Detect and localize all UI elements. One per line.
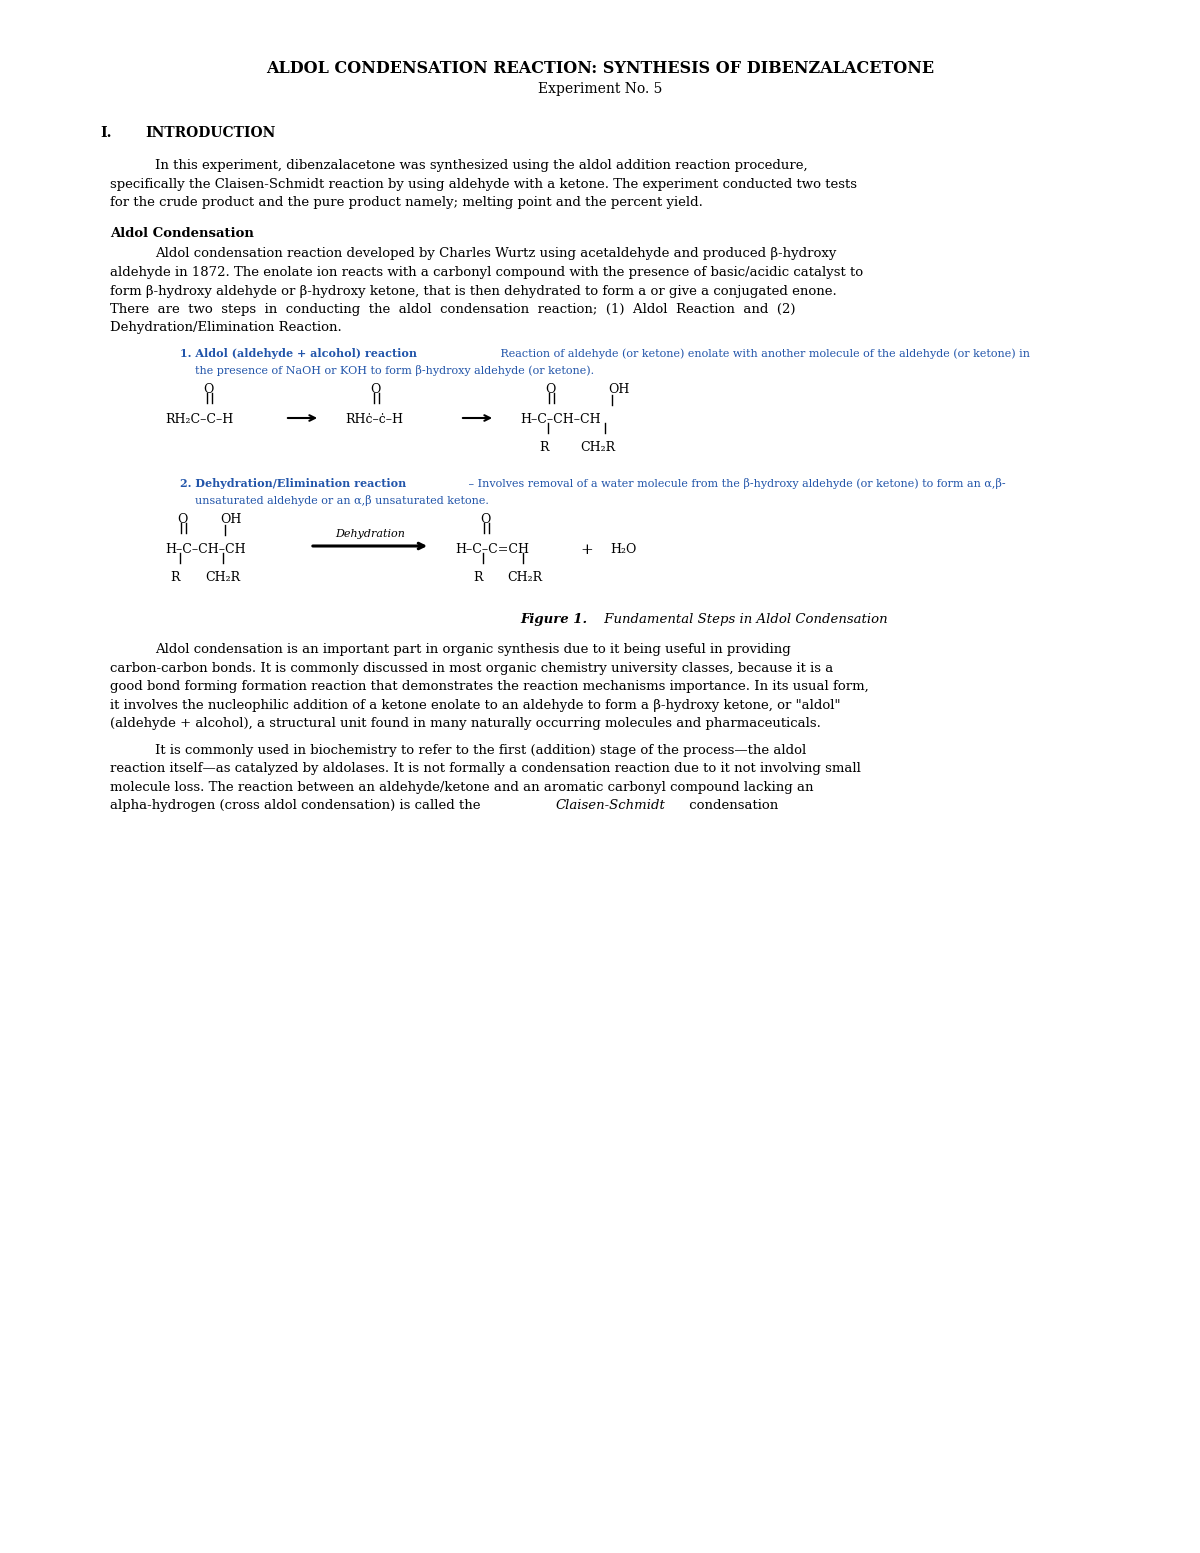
Text: It is commonly used in biochemistry to refer to the first (addition) stage of th: It is commonly used in biochemistry to r… — [155, 744, 806, 756]
Text: O: O — [370, 384, 380, 396]
Text: unsaturated aldehyde or an α,β unsaturated ketone.: unsaturated aldehyde or an α,β unsaturat… — [194, 495, 488, 506]
Text: good bond forming formation reaction that demonstrates the reaction mechanisms i: good bond forming formation reaction tha… — [110, 680, 869, 694]
Text: CH₂R: CH₂R — [508, 572, 542, 584]
Text: ALDOL CONDENSATION REACTION: SYNTHESIS OF DIBENZALACETONE: ALDOL CONDENSATION REACTION: SYNTHESIS O… — [266, 61, 934, 78]
Text: In this experiment, dibenzalacetone was synthesized using the aldol addition rea: In this experiment, dibenzalacetone was … — [155, 160, 808, 172]
Text: R: R — [473, 572, 482, 584]
Text: alpha-hydrogen (cross aldol condensation) is called the: alpha-hydrogen (cross aldol condensation… — [110, 800, 485, 812]
Text: H–C–CH–CH: H–C–CH–CH — [520, 413, 601, 426]
Text: R: R — [539, 441, 548, 453]
Text: 2. Dehydration/Elimination reaction: 2. Dehydration/Elimination reaction — [180, 478, 407, 489]
Text: Fundamental Steps in Aldol Condensation: Fundamental Steps in Aldol Condensation — [600, 613, 888, 626]
Text: (aldehyde + alcohol), a structural unit found in many naturally occurring molecu: (aldehyde + alcohol), a structural unit … — [110, 717, 821, 730]
Text: R: R — [170, 572, 180, 584]
Text: molecule loss. The reaction between an aldehyde/ketone and an aromatic carbonyl : molecule loss. The reaction between an a… — [110, 781, 814, 794]
Text: O: O — [178, 512, 187, 526]
Text: RH₂C–C–H: RH₂C–C–H — [166, 413, 233, 426]
Text: Aldol condensation reaction developed by Charles Wurtz using acetaldehyde and pr: Aldol condensation reaction developed by… — [155, 247, 836, 261]
Text: There  are  two  steps  in  conducting  the  aldol  condensation  reaction;  (1): There are two steps in conducting the al… — [110, 303, 796, 315]
Text: carbon-carbon bonds. It is commonly discussed in most organic chemistry universi: carbon-carbon bonds. It is commonly disc… — [110, 662, 833, 676]
Text: H₂O: H₂O — [610, 544, 636, 556]
Text: +: + — [580, 544, 593, 558]
Text: O: O — [480, 512, 491, 526]
Text: O: O — [545, 384, 556, 396]
Text: CH₂R: CH₂R — [580, 441, 616, 453]
Text: Aldol Condensation: Aldol Condensation — [110, 227, 254, 241]
Text: it involves the nucleophilic addition of a ketone enolate to an aldehyde to form: it involves the nucleophilic addition of… — [110, 699, 840, 711]
Text: Aldol condensation is an important part in organic synthesis due to it being use: Aldol condensation is an important part … — [155, 643, 791, 657]
Text: reaction itself—as catalyzed by aldolases. It is not formally a condensation rea: reaction itself—as catalyzed by aldolase… — [110, 763, 860, 775]
Text: Reaction of aldehyde (or ketone) enolate with another molecule of the aldehyde (: Reaction of aldehyde (or ketone) enolate… — [490, 348, 1030, 359]
Text: specifically the Claisen-Schmidt reaction by using aldehyde with a ketone. The e: specifically the Claisen-Schmidt reactio… — [110, 179, 857, 191]
Text: Dehydration: Dehydration — [335, 530, 404, 539]
Text: form β-hydroxy aldehyde or β-hydroxy ketone, that is then dehydrated to form a o: form β-hydroxy aldehyde or β-hydroxy ket… — [110, 284, 836, 298]
Text: condensation: condensation — [685, 800, 779, 812]
Text: Experiment No. 5: Experiment No. 5 — [538, 82, 662, 96]
Text: I.: I. — [100, 126, 112, 140]
Text: INTRODUCTION: INTRODUCTION — [145, 126, 275, 140]
Text: 1. Aldol (aldehyde + alcohol) reaction: 1. Aldol (aldehyde + alcohol) reaction — [180, 348, 418, 359]
Text: OH: OH — [220, 512, 241, 526]
Text: CH₂R: CH₂R — [205, 572, 240, 584]
Text: H–C–C=CH: H–C–C=CH — [455, 544, 529, 556]
Text: Claisen-Schmidt: Claisen-Schmidt — [556, 800, 665, 812]
Text: for the crude product and the pure product namely; melting point and the percent: for the crude product and the pure produ… — [110, 197, 703, 210]
Text: Figure 1.: Figure 1. — [520, 613, 587, 626]
Text: Dehydration/Elimination Reaction.: Dehydration/Elimination Reaction. — [110, 321, 342, 334]
Text: – Involves removal of a water molecule from the β-hydroxy aldehyde (or ketone) t: – Involves removal of a water molecule f… — [466, 478, 1006, 489]
Text: RHċ–ċ–H: RHċ–ċ–H — [346, 413, 403, 426]
Text: the presence of NaOH or KOH to form β-hydroxy aldehyde (or ketone).: the presence of NaOH or KOH to form β-hy… — [194, 365, 594, 376]
Text: O: O — [203, 384, 214, 396]
Text: aldehyde in 1872. The enolate ion reacts with a carbonyl compound with the prese: aldehyde in 1872. The enolate ion reacts… — [110, 266, 863, 280]
Text: OH: OH — [608, 384, 629, 396]
Text: H–C–CH–CH: H–C–CH–CH — [166, 544, 246, 556]
